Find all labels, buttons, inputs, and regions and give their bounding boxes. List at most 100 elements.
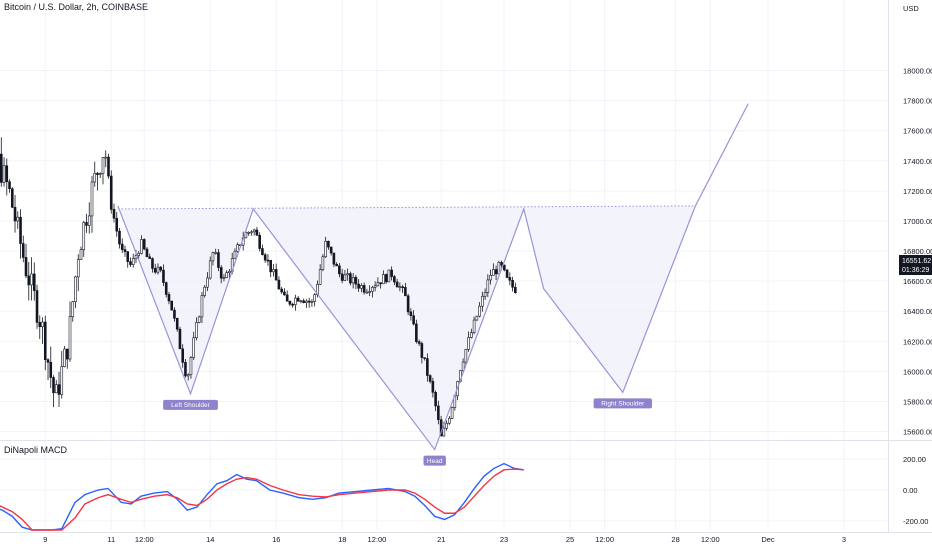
candle-body bbox=[24, 257, 28, 277]
candle-body bbox=[360, 285, 363, 289]
candle-body bbox=[472, 319, 476, 333]
candle-body bbox=[181, 348, 185, 363]
candle-body bbox=[120, 243, 124, 250]
candle-body bbox=[382, 274, 385, 285]
candle-body bbox=[98, 173, 102, 175]
candle-body bbox=[186, 374, 190, 377]
candle-body bbox=[272, 269, 275, 273]
candle-body bbox=[351, 277, 355, 284]
candle-body bbox=[71, 301, 75, 317]
candle-body bbox=[338, 265, 341, 275]
candle-body bbox=[261, 248, 264, 256]
candle-body bbox=[30, 273, 33, 286]
pattern bbox=[117, 103, 749, 451]
candle-body bbox=[277, 279, 281, 290]
candle-body bbox=[57, 384, 61, 395]
candle-body bbox=[170, 300, 174, 311]
candle-body bbox=[445, 422, 448, 429]
candle-body bbox=[302, 300, 305, 303]
macd-line bbox=[0, 462, 524, 531]
time-tick-label: 14 bbox=[206, 535, 214, 544]
candle-body bbox=[178, 328, 182, 350]
candle-body bbox=[417, 341, 421, 344]
candle-body bbox=[285, 294, 289, 302]
candle-body bbox=[68, 316, 72, 360]
candle-body bbox=[145, 248, 149, 258]
countdown-value: 01:36:29 bbox=[902, 267, 929, 274]
candle-body bbox=[0, 153, 3, 183]
candle-body bbox=[90, 181, 94, 217]
candle-body bbox=[247, 232, 250, 234]
candle-body bbox=[505, 269, 509, 278]
candle-body bbox=[263, 254, 267, 261]
candle-body bbox=[82, 222, 86, 250]
signal-line bbox=[0, 468, 524, 531]
candle-body bbox=[167, 294, 171, 302]
candle-body bbox=[426, 358, 429, 376]
candle-body bbox=[412, 315, 415, 325]
candle-body bbox=[5, 165, 9, 183]
candle-body bbox=[514, 286, 517, 293]
candle-body bbox=[464, 349, 468, 363]
candle-body bbox=[274, 269, 278, 281]
candle-body bbox=[387, 269, 391, 283]
candle-body bbox=[376, 282, 380, 287]
candle-body bbox=[101, 157, 105, 174]
candle-body bbox=[401, 286, 404, 289]
candle-body bbox=[379, 282, 382, 285]
candle-body bbox=[296, 297, 300, 302]
candle-body bbox=[439, 419, 443, 437]
candle-body bbox=[255, 229, 259, 236]
left-shoulder-label-bg bbox=[163, 399, 218, 410]
candle-body bbox=[340, 273, 344, 281]
price-tick-label: 16200.00 bbox=[903, 337, 932, 346]
candle-body bbox=[197, 316, 201, 323]
candle-body bbox=[148, 256, 152, 259]
candle-body bbox=[96, 172, 99, 175]
candle-body bbox=[398, 286, 402, 289]
candle-body bbox=[448, 417, 451, 424]
candle-body bbox=[288, 300, 292, 305]
macd-tick-label: 200.00 bbox=[903, 455, 926, 464]
candle-body bbox=[164, 282, 168, 295]
candle-body bbox=[87, 215, 91, 226]
candle-body bbox=[434, 392, 437, 407]
price-tick-label: 18000.00 bbox=[903, 67, 932, 76]
candle-body bbox=[189, 357, 193, 376]
chart-title: Bitcoin / U.S. Dollar, 2h, COINBASE bbox=[4, 2, 148, 12]
price-tick-label: 17400.00 bbox=[903, 157, 932, 166]
candle-body bbox=[60, 366, 64, 395]
candle-body bbox=[475, 315, 479, 321]
candle-body bbox=[373, 285, 377, 288]
price-tick-label: 16000.00 bbox=[903, 367, 932, 376]
candle-body bbox=[354, 277, 358, 285]
candle-body bbox=[313, 294, 316, 302]
price-tick-label: 16400.00 bbox=[903, 307, 932, 316]
candle-body bbox=[489, 275, 492, 281]
candle-body bbox=[318, 269, 322, 285]
candle-body bbox=[258, 234, 261, 249]
candle-body bbox=[173, 309, 176, 319]
candle-body bbox=[63, 348, 66, 368]
candle-body bbox=[269, 259, 272, 273]
candle-body bbox=[2, 165, 6, 183]
candle-body bbox=[310, 301, 314, 303]
time-tick-label: 23 bbox=[500, 535, 508, 544]
axis-separators bbox=[0, 0, 932, 533]
candle-body bbox=[32, 273, 36, 291]
time-tick-label: 28 bbox=[671, 535, 679, 544]
candle-body bbox=[450, 407, 454, 419]
candle-body bbox=[233, 250, 237, 259]
candle-body bbox=[299, 300, 303, 303]
pattern-fill bbox=[117, 205, 696, 450]
candle-body bbox=[184, 362, 187, 377]
candle-body bbox=[395, 281, 399, 288]
candle-body bbox=[335, 263, 338, 267]
candle-body bbox=[49, 361, 53, 378]
candle-body bbox=[508, 277, 512, 281]
candle-body bbox=[244, 232, 248, 239]
candle-body bbox=[404, 287, 407, 297]
candle-body bbox=[291, 303, 294, 306]
macd-tick-label: 0.00 bbox=[903, 486, 918, 495]
